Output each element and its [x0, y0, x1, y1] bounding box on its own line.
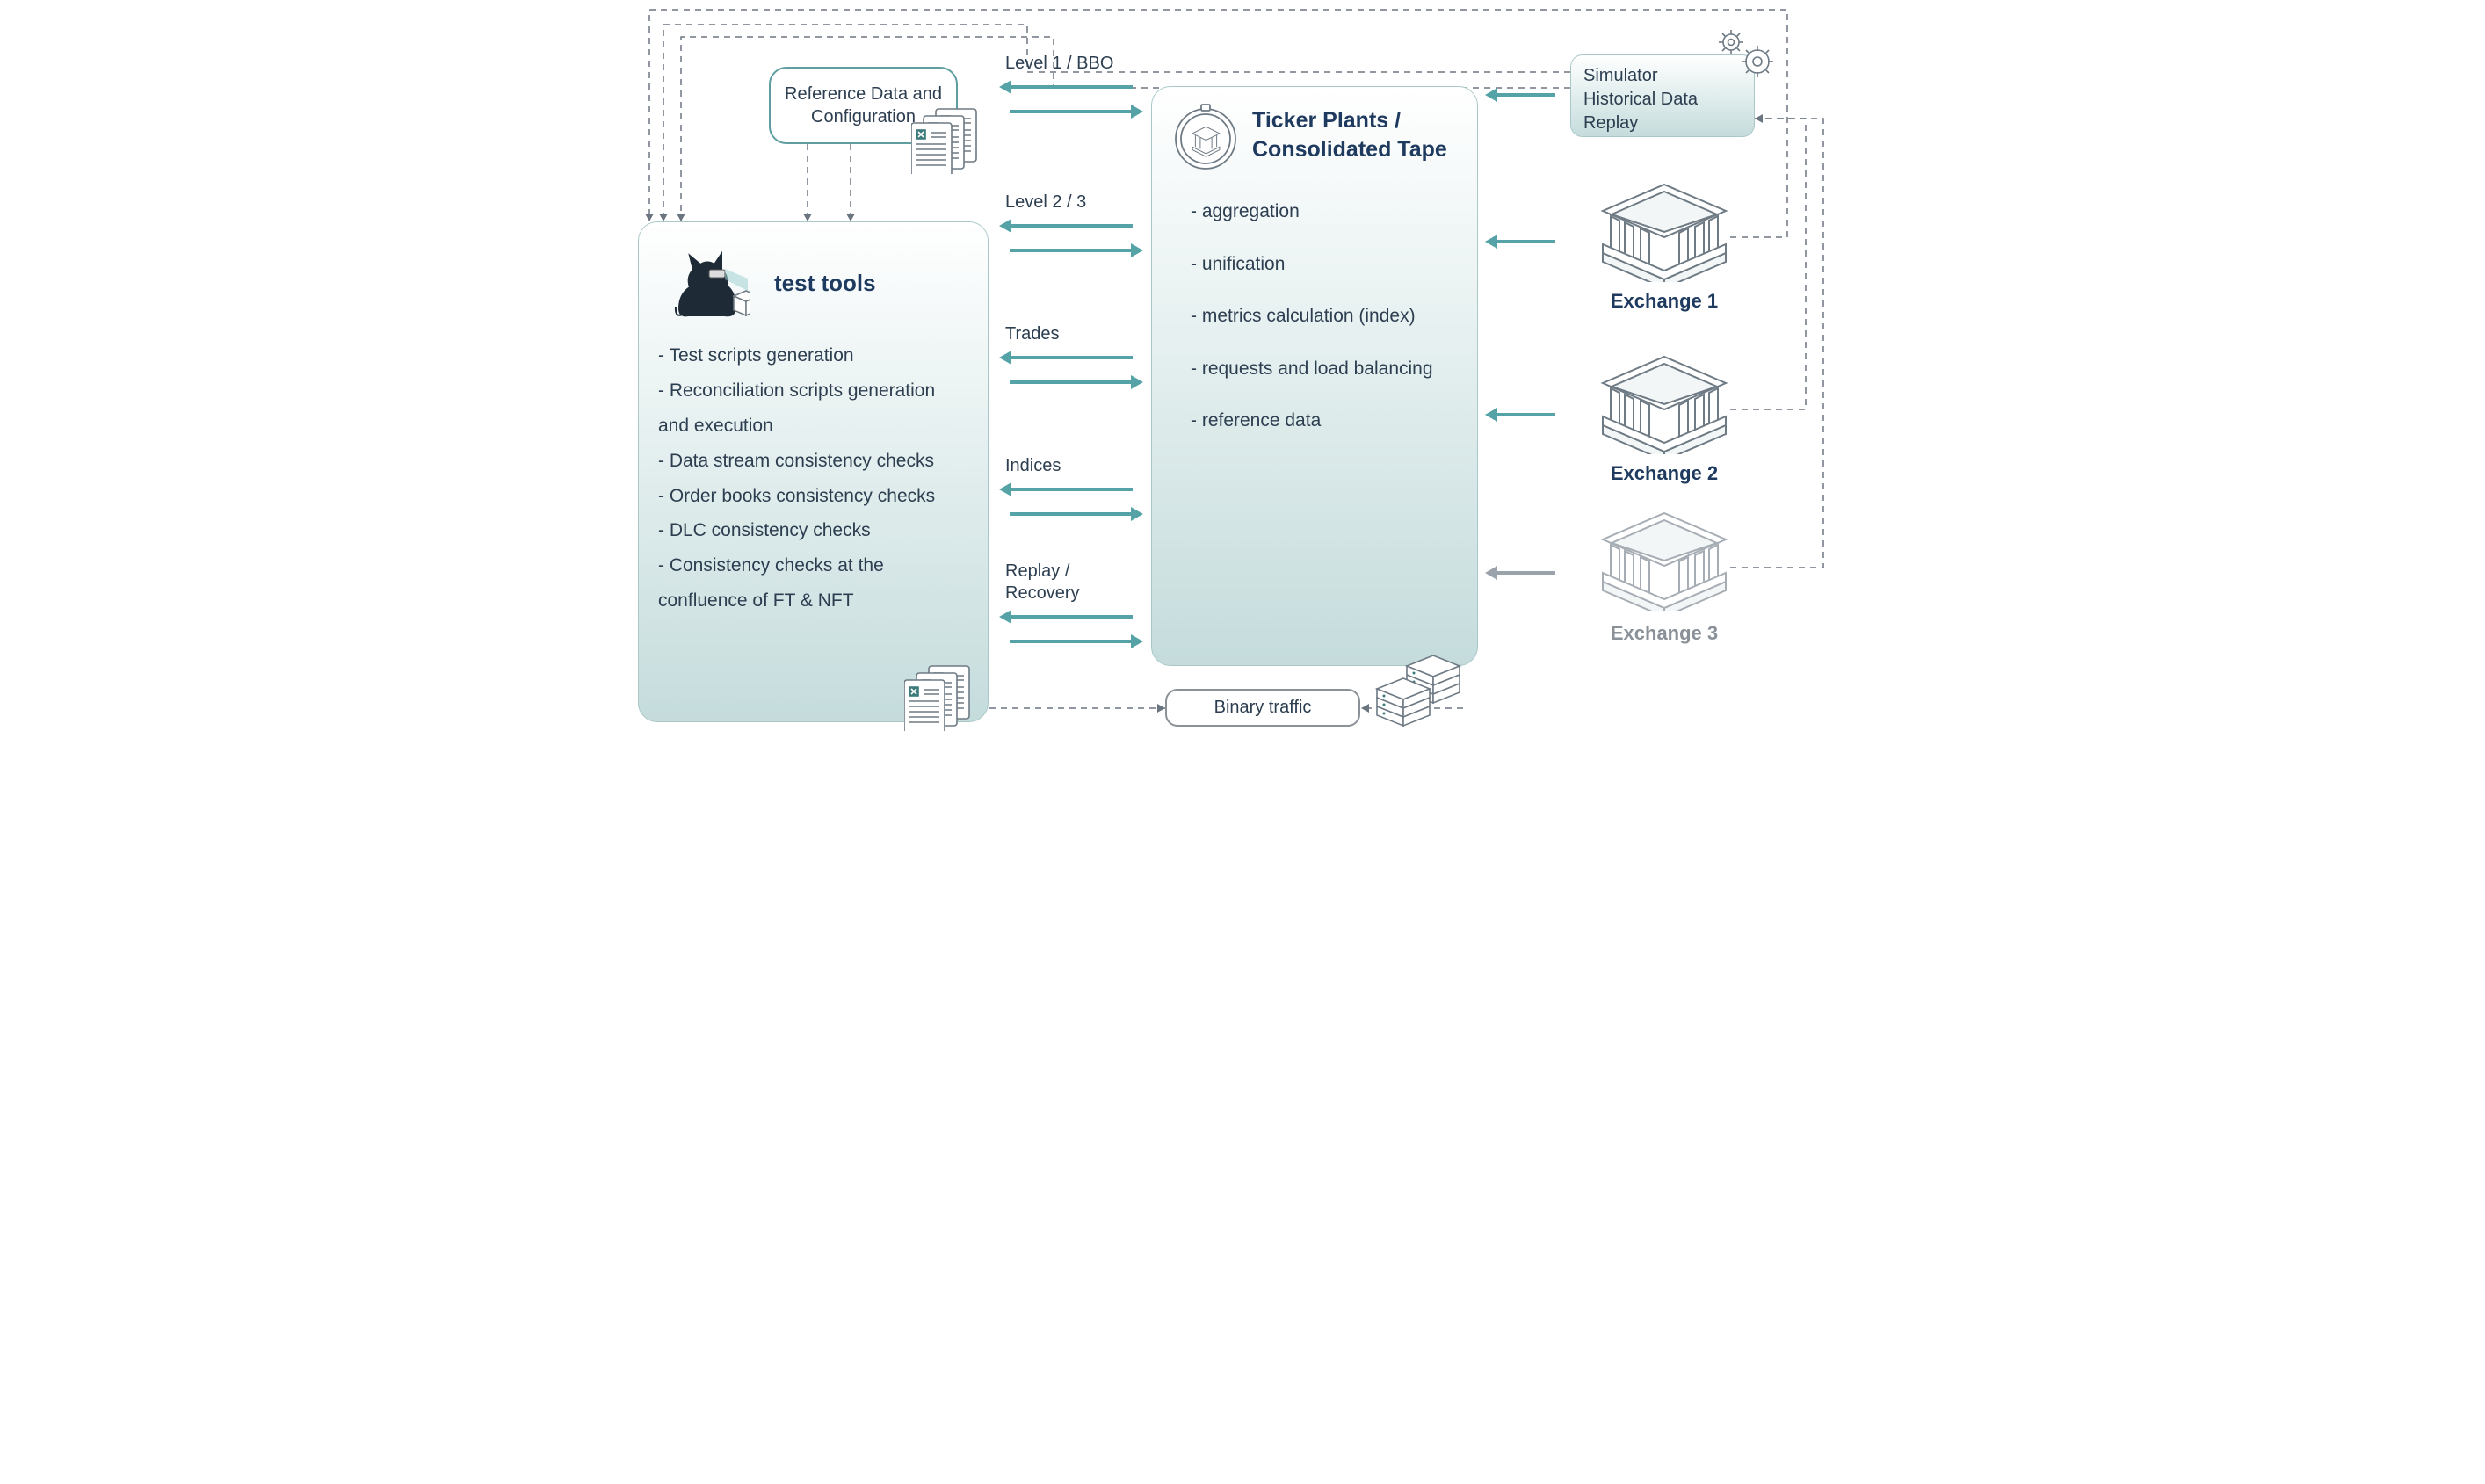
test-tools-title: test tools: [774, 270, 876, 297]
flow-arrow: [1010, 249, 1133, 252]
binary-traffic-label: Binary traffic: [1214, 698, 1312, 718]
ticker-plants-item: aggregation: [1191, 198, 1458, 226]
exchange-icon: [1598, 353, 1730, 454]
ticker-plants-item: reference data: [1191, 407, 1458, 435]
diagram-canvas: Reference Data and Configuration Simulat…: [597, 0, 1888, 771]
ticker-plants-item: requests and load balancing: [1191, 355, 1458, 383]
flow-arrow: [1010, 512, 1133, 516]
flow-arrow: [1010, 85, 1133, 89]
ticker-plants-title: Ticker Plants / Consolidated Tape: [1252, 106, 1458, 163]
flow-arrow: [1010, 640, 1133, 643]
exchange-arrow: [1496, 93, 1555, 97]
spreadsheet-icon: [904, 661, 983, 731]
simulator-line3: Replay: [1583, 113, 1638, 133]
flow-arrow: [1010, 224, 1133, 228]
arrow-group-label: Level 1 / BBO: [1005, 53, 1113, 75]
exchange-icon: [1598, 510, 1730, 611]
exchange-label: Exchange 3: [1594, 622, 1735, 645]
flow-arrow: [1010, 615, 1133, 619]
ticker-plants-item: metrics calculation (index): [1191, 302, 1458, 330]
exchange-icon: [1598, 181, 1730, 282]
flow-arrow: [1010, 488, 1133, 491]
test-tools-box: test tools Test scripts generationReconc…: [638, 221, 989, 722]
test-tools-item: Test scripts generation: [658, 338, 968, 373]
exchange-arrow: [1496, 413, 1555, 416]
ticker-plants-box: Ticker Plants / Consolidated Tape aggreg…: [1151, 86, 1478, 666]
arrow-group-label: Trades: [1005, 323, 1060, 345]
test-tools-item: Consistency checks at the confluence of …: [658, 548, 968, 619]
simulator-line2: Historical Data: [1583, 90, 1698, 109]
flow-arrow: [1010, 110, 1133, 113]
exchange-label: Exchange 1: [1594, 290, 1735, 313]
flow-arrow: [1010, 380, 1133, 384]
gears-icon: [1712, 26, 1782, 88]
clock-icon: [1171, 103, 1240, 171]
exchange-arrow: [1496, 240, 1555, 243]
test-tools-item: Order books consistency checks: [658, 479, 968, 514]
ticker-plants-item: unification: [1191, 250, 1458, 279]
cat-icon: [670, 245, 750, 321]
flow-arrow: [1010, 356, 1133, 359]
arrow-group-label: Indices: [1005, 455, 1061, 477]
exchange-arrow: [1496, 571, 1555, 575]
test-tools-item: Reconciliation scripts generation and ex…: [658, 373, 968, 444]
test-tools-item: Data stream consistency checks: [658, 444, 968, 479]
test-tools-list: Test scripts generationReconciliation sc…: [658, 338, 968, 619]
simulator-line1: Simulator: [1583, 66, 1657, 85]
servers-icon: [1372, 655, 1468, 739]
exchange-label: Exchange 2: [1594, 462, 1735, 485]
arrow-group-label: Replay /Recovery: [1005, 561, 1079, 604]
ticker-plants-list: aggregation unification metrics calculatio…: [1171, 198, 1458, 435]
spreadsheet-icon: [911, 104, 990, 174]
arrow-group-label: Level 2 / 3: [1005, 192, 1086, 214]
test-tools-item: DLC consistency checks: [658, 513, 968, 548]
binary-traffic-box: Binary traffic: [1165, 689, 1360, 727]
